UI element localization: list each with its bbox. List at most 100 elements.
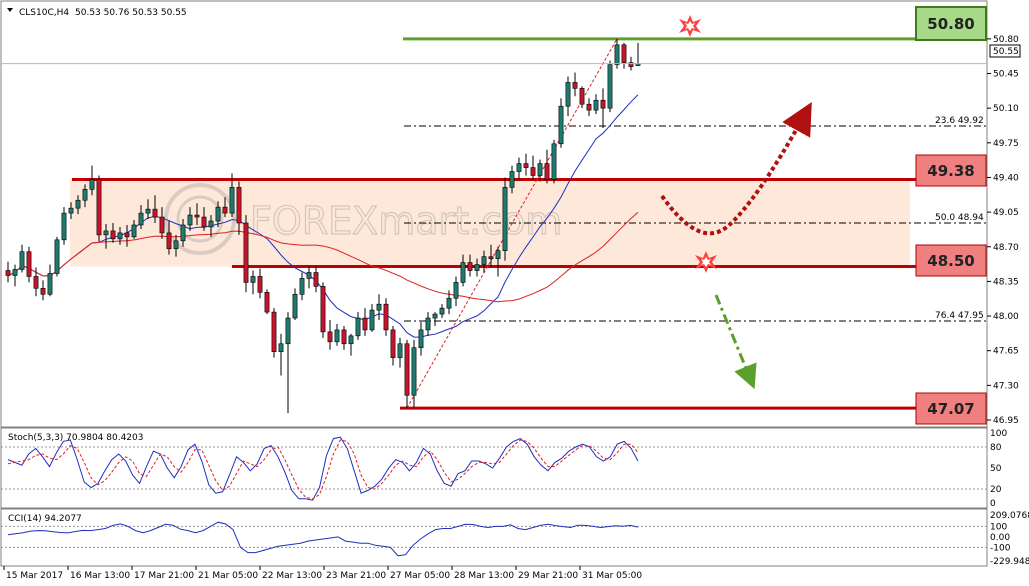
candle-body <box>320 286 326 333</box>
candle-body <box>488 256 494 259</box>
candle <box>264 289 270 315</box>
candle-body <box>54 239 60 274</box>
candle <box>544 149 550 184</box>
candle-body <box>117 232 123 240</box>
candle-body <box>292 293 298 319</box>
time-tick-label: 28 Mar 13:00 <box>454 571 514 581</box>
candle-body <box>530 167 536 176</box>
candle-body <box>187 214 193 226</box>
watermark: FOREXmart.com <box>164 183 563 255</box>
symbol-header: CLS10C,H4 50.53 50.76 50.53 50.55 <box>7 8 187 18</box>
price-levels <box>72 37 916 410</box>
price-tick-label: 48.00 <box>993 312 1019 322</box>
candle <box>110 223 116 243</box>
candle-body <box>75 199 81 209</box>
svg-text:50.80: 50.80 <box>927 15 974 33</box>
candle <box>103 223 109 249</box>
candle <box>509 165 515 194</box>
candle <box>355 312 361 340</box>
candle <box>467 254 473 277</box>
stoch-main-line <box>7 436 639 501</box>
price-tick-label: 50.45 <box>993 70 1019 80</box>
candle-body <box>250 276 256 283</box>
time-tick-label: 16 Mar 13:00 <box>70 571 130 581</box>
candle-body <box>278 343 284 352</box>
candle <box>215 201 221 227</box>
candle <box>250 270 256 295</box>
price-tick-label: 50.10 <box>993 104 1019 114</box>
current-price-tag: 50.55 <box>989 44 1021 58</box>
candle-body <box>96 179 102 236</box>
candle <box>411 339 417 408</box>
candle <box>453 276 459 307</box>
candle <box>572 72 578 97</box>
candle-body <box>89 179 95 190</box>
watermark-text: FOREXmart.com <box>250 199 562 243</box>
candle-body <box>621 44 627 63</box>
price-tick-label: 47.30 <box>993 381 1019 391</box>
candle-body <box>628 62 634 67</box>
cci-tick-label: 209.0768 <box>990 511 1029 521</box>
candle-body <box>159 216 165 234</box>
candle-body <box>201 216 207 228</box>
candle <box>334 323 340 346</box>
stoch-tick-label: 50 <box>990 464 1002 474</box>
candle <box>404 339 410 409</box>
stoch-pane-frame <box>0 427 988 509</box>
candle-body <box>362 317 368 331</box>
candle <box>299 272 305 301</box>
candle <box>292 288 298 321</box>
candle-body <box>579 88 585 105</box>
svg-text:50.55: 50.55 <box>993 47 1019 57</box>
candle <box>222 197 228 218</box>
time-tick-label: 17 Mar 21:00 <box>134 571 194 581</box>
candle <box>89 165 95 196</box>
candle-body <box>439 307 445 315</box>
candle-body <box>145 208 151 214</box>
candle-body <box>264 291 270 313</box>
stoch-tick-label: 80 <box>990 443 1002 453</box>
svg-text:49.38: 49.38 <box>927 162 974 180</box>
candle <box>229 173 235 218</box>
candle-body <box>348 335 354 345</box>
candle-body <box>33 276 39 289</box>
candle-body <box>551 143 557 180</box>
candle-body <box>467 262 473 271</box>
time-tick-label: 21 Mar 05:00 <box>198 571 258 581</box>
candle-body <box>502 187 508 252</box>
candle <box>271 308 277 358</box>
price-tick-label: 50.80 <box>993 35 1019 45</box>
candle-body <box>124 232 130 238</box>
time-tick-label: 31 Mar 05:00 <box>582 571 642 581</box>
candle-body <box>446 297 452 309</box>
stoch-tick-label: 100 <box>990 429 1007 439</box>
ohlc-values: 50.53 50.76 50.53 50.55 <box>75 8 187 18</box>
candle-body <box>376 303 382 311</box>
candle-body <box>131 224 137 238</box>
candle-body <box>306 272 312 279</box>
candle-body <box>61 212 67 241</box>
stoch-title: Stoch(5,3,3) 70.9804 80.4203 <box>8 433 143 443</box>
candle-body <box>285 317 291 345</box>
candle <box>26 246 32 283</box>
collapse-icon[interactable] <box>7 8 13 12</box>
candle <box>145 199 151 220</box>
candle <box>12 264 18 287</box>
candle <box>285 312 291 414</box>
candle-body <box>481 256 487 265</box>
level-box-48-50: 48.50 <box>915 244 987 277</box>
candle-body <box>397 343 403 358</box>
candle <box>278 333 284 376</box>
price-tick-label: 48.35 <box>993 277 1019 287</box>
candle <box>117 226 123 245</box>
candle <box>530 155 536 180</box>
candle-body <box>215 206 221 222</box>
candle <box>82 184 88 208</box>
candle <box>565 76 571 117</box>
price-tick-label: 48.70 <box>993 243 1019 253</box>
candle <box>47 264 53 297</box>
stochastic-pane: 100 80 50 20 0 <box>1 429 1007 509</box>
price-axis: 50.80 50.45 50.10 49.75 49.40 49.05 48.70 48.35… <box>1 1 1019 566</box>
